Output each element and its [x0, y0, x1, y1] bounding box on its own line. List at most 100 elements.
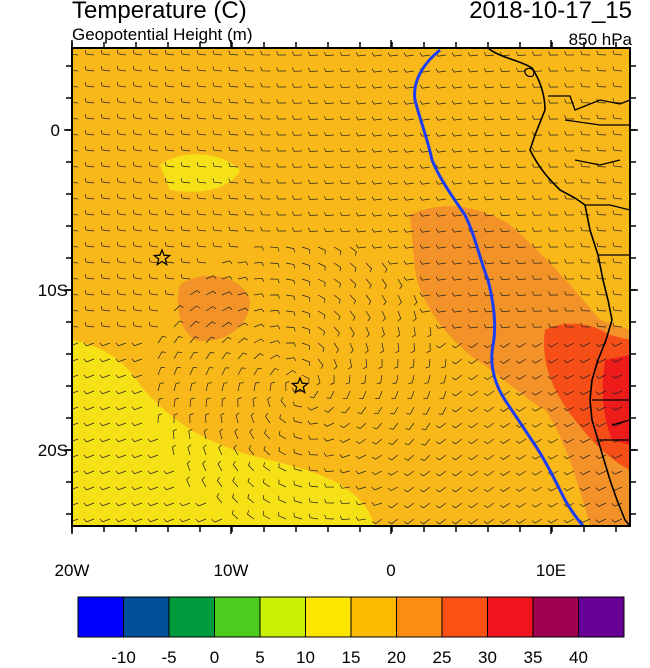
- wind-barb: [132, 193, 143, 200]
- wind-barb: [611, 454, 623, 459]
- wind-barb: [435, 212, 447, 217]
- wind-barb: [403, 100, 415, 105]
- wind-barb: [451, 180, 463, 185]
- wind-barb: [205, 275, 217, 280]
- wind-barb: [148, 81, 159, 88]
- wind-barb: [72, 261, 79, 264]
- colorbar-swatch: [214, 596, 261, 638]
- wind-barb: [301, 278, 311, 286]
- wind-barb: [72, 133, 79, 136]
- wind-barb: [244, 178, 255, 184]
- wind-barb: [595, 470, 607, 475]
- wind-barb: [84, 226, 95, 232]
- wind-barb: [84, 258, 95, 264]
- wind-barb: [483, 486, 495, 493]
- wind-barb: [436, 470, 447, 477]
- wind-barb: [419, 132, 431, 137]
- wind-barb: [196, 194, 207, 200]
- marker-star-1: [152, 248, 172, 266]
- wind-barb: [424, 374, 431, 384]
- wind-barb: [99, 486, 111, 491]
- wind-barb: [83, 518, 95, 523]
- wind-barb: [563, 470, 575, 476]
- wind-barb: [403, 164, 415, 169]
- wind-barb: [532, 227, 543, 232]
- wind-barb: [157, 382, 165, 392]
- wind-barb: [132, 97, 143, 104]
- wind-barb: [499, 518, 511, 524]
- wind-barb: [212, 114, 223, 120]
- wind-barb: [173, 336, 183, 344]
- wind-barb: [293, 480, 303, 488]
- wind-barb: [262, 478, 271, 488]
- wind-barb: [419, 308, 431, 313]
- wind-barb: [131, 470, 143, 475]
- wind-barb: [348, 358, 352, 370]
- wind-barb: [276, 211, 286, 216]
- wind-barb: [548, 147, 559, 152]
- wind-barb: [612, 146, 623, 152]
- wind-barb: [180, 66, 191, 72]
- wind-barb: [244, 162, 255, 168]
- wind-barb: [72, 197, 79, 200]
- wind-barb: [441, 358, 447, 369]
- wind-barb: [260, 98, 271, 104]
- wind-barb: [164, 177, 175, 184]
- wind-barb: [244, 82, 255, 88]
- wind-barb: [579, 470, 591, 475]
- wind-barb: [308, 482, 319, 488]
- wind-barb: [249, 428, 255, 440]
- wind-barb: [189, 351, 199, 360]
- coastline: [487, 48, 630, 526]
- wind-barb: [440, 374, 447, 384]
- wind-barb: [132, 177, 143, 184]
- wind-barb: [596, 82, 607, 88]
- wind-barb: [72, 293, 79, 296]
- wind-barb: [595, 374, 607, 379]
- wind-barb: [180, 210, 191, 216]
- wind-barb: [317, 342, 325, 353]
- wind-barb: [115, 422, 127, 427]
- wind-barb: [360, 374, 367, 385]
- wind-barb: [515, 195, 527, 200]
- wind-barb: [403, 132, 415, 137]
- wind-barb: [412, 310, 417, 322]
- wind-barb: [532, 211, 543, 216]
- wind-barb: [515, 291, 527, 296]
- wind-barb: [451, 164, 463, 169]
- wind-barb: [548, 115, 559, 120]
- wind-barb: [580, 194, 591, 200]
- wind-barb: [355, 52, 367, 57]
- wind-barb: [499, 67, 511, 73]
- wind-barb: [231, 493, 239, 504]
- wind-barb: [189, 320, 200, 328]
- wind-barb: [435, 324, 447, 329]
- wind-barb: [387, 116, 399, 121]
- wind-barb: [83, 422, 95, 427]
- colorbar-label: -5: [161, 648, 177, 667]
- wind-barb: [115, 486, 127, 491]
- colorbar-swatch: [532, 596, 579, 638]
- wind-barb: [468, 454, 479, 461]
- wind-barb: [260, 146, 271, 152]
- wind-barb: [253, 338, 265, 344]
- wind-barb: [355, 485, 367, 490]
- wind-barb: [147, 502, 159, 507]
- wind-barb: [100, 49, 111, 56]
- wind-barb: [189, 290, 201, 296]
- wind-barb: [531, 374, 543, 380]
- wind-barb: [157, 413, 163, 424]
- wind-barb: [72, 101, 79, 104]
- wind-barb: [72, 502, 79, 506]
- wind-barb: [515, 163, 527, 168]
- wind-barb: [611, 470, 623, 475]
- wind-barb: [419, 276, 431, 281]
- wind-barb: [564, 306, 575, 312]
- wind-barb: [84, 242, 95, 248]
- wind-barb: [548, 83, 559, 88]
- wind-barb: [164, 289, 175, 296]
- wind-barb: [276, 163, 286, 168]
- wind-barb: [451, 212, 463, 217]
- wind-barb: [148, 161, 159, 168]
- wind-barb: [515, 99, 527, 104]
